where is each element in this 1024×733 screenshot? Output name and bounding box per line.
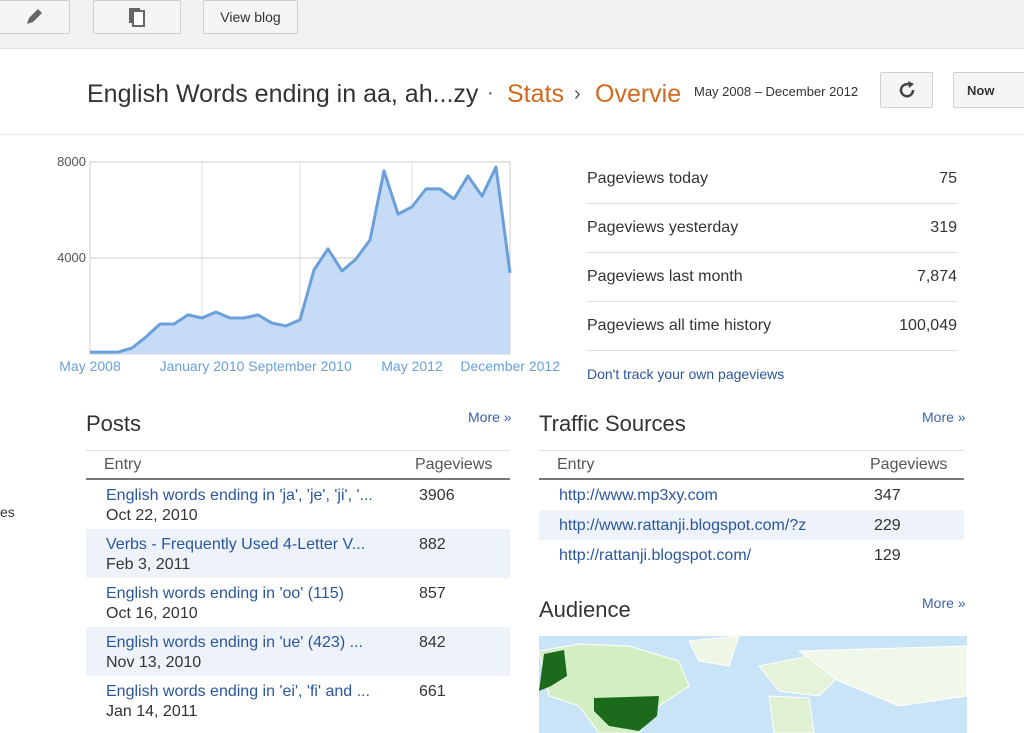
posts-more[interactable]: More » [468,409,512,425]
entry-link[interactable]: English words ending in 'ei', 'fi' and .… [106,683,370,700]
stat-label: Pageviews all time history [587,317,772,334]
header-rule [539,450,964,451]
entry-date: Nov 13, 2010 [106,654,202,671]
stat-value: 75 [939,170,957,187]
col-header: Entry [104,456,142,473]
entry-link[interactable]: http://rattanji.blogspot.com/ [559,547,752,564]
separator: · [487,82,494,104]
separator: › [574,83,581,105]
entry-views: 857 [419,585,446,602]
divider [0,134,1024,135]
refresh-button[interactable] [880,72,933,108]
col-header: Entry [557,456,595,473]
stat-value: 7,874 [916,268,957,285]
x-tick-label: December 2012 [460,358,560,374]
edit-button[interactable] [0,0,70,34]
stat-value: 100,049 [899,317,957,334]
stat-label: Pageviews last month [587,268,743,285]
x-tick-label: January 2010 [160,358,245,374]
area [90,167,510,354]
row-bg [539,510,964,540]
row-bg [86,529,510,578]
entry-views: 3906 [419,487,455,504]
traffic-more[interactable]: More » [922,409,966,425]
stat-value: 319 [930,219,957,236]
refresh-icon [899,81,914,98]
header-rule [86,450,510,451]
x-tick-label: May 2012 [381,358,443,374]
view-blog-button[interactable]: View blog [203,0,298,34]
chart: 4000 8000 May 2008 January 2010 September 20… [57,154,560,374]
cut-text: es [0,504,15,520]
y-tick-label: 8000 [57,154,86,169]
date-range: May 2008 – December 2012 [694,84,859,99]
entry-date: Jan 14, 2011 [106,703,198,720]
pencil-icon [27,9,42,24]
stat-label: Pageviews today [587,170,708,187]
entry-date: Oct 16, 2010 [106,605,198,622]
posts-button[interactable] [93,0,181,34]
stat-label: Pageviews yesterday [587,219,739,236]
crumb[interactable]: Stats [507,80,564,108]
x-tick-label: May 2008 [59,358,121,374]
entry-link[interactable]: Verbs - Frequently Used 4-Letter V... [106,536,366,553]
entry-link[interactable]: http://www.mp3xy.com [559,487,718,504]
entry-views: 129 [874,547,901,564]
x-tick-label: September 2010 [248,358,352,374]
stat-divider [587,350,957,351]
stat-divider [587,203,957,204]
col-header: Pageviews [415,456,493,473]
entry-link[interactable]: English words ending in 'oo' (115) [106,585,344,602]
now-button[interactable]: Now [953,72,1024,108]
entry-views: 229 [874,517,901,534]
entry-views: 347 [874,487,901,504]
posts-title: Posts [86,411,142,436]
crumb: Overvie [595,80,682,108]
y-tick-label: 4000 [57,250,86,265]
entry-link[interactable]: English words ending in 'ue' (423) ... [106,634,363,651]
header-rule [86,478,510,480]
audience-title: Audience [539,597,631,622]
entry-views: 842 [419,634,446,651]
stat-divider [587,301,957,302]
copy-icon [129,8,145,27]
row-bg [86,627,510,676]
entry-date: Feb 3, 2011 [106,556,191,573]
dont-track-link[interactable]: Don't track your own pageviews [587,366,785,382]
traffic-title: Traffic Sources [539,411,686,436]
world-map [539,636,967,733]
entry-date: Oct 22, 2010 [106,507,198,524]
line [90,165,512,354]
stat-divider [587,252,957,253]
audience-more[interactable]: More » [922,595,966,611]
col-header: Pageviews [870,456,948,473]
entry-views: 882 [419,536,446,553]
blog-title: English Words ending in aa, ah...zy [87,80,479,108]
entry-link[interactable]: English words ending in 'ja', 'je', 'ji'… [106,487,373,504]
entry-link[interactable]: http://www.rattanji.blogspot.com/?z [559,517,807,534]
entry-views: 661 [419,683,446,700]
header-rule [539,478,964,480]
